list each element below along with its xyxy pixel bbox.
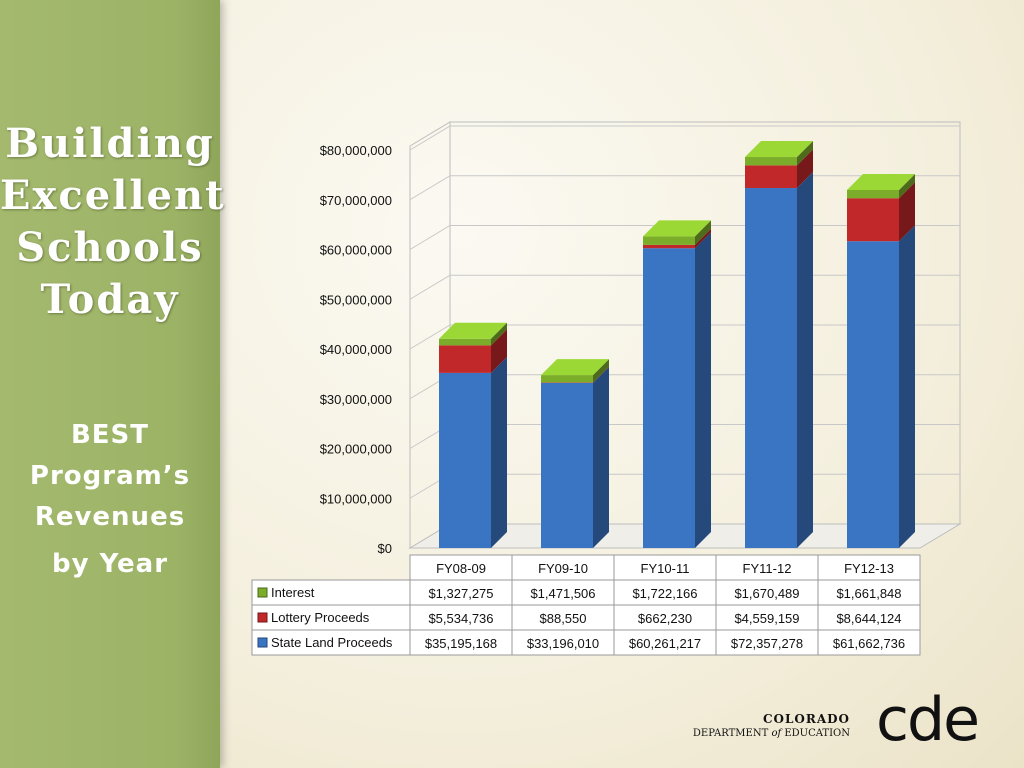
data-label: $72,357,278 [731,636,803,651]
table-header-cell [817,554,921,581]
data-label: $61,662,736 [833,636,905,651]
bar-segment [745,141,813,166]
bar-segment [847,225,915,548]
bar-segment [439,322,507,346]
logo-colorado: COLORADO [762,712,850,726]
legend-swatch [257,612,268,623]
subtitle-line: Revenues [34,502,186,532]
sidebar: Building Excellent Schools Today BEST Pr… [0,0,226,768]
bar-segment [847,173,915,199]
title-line: Excellent [0,172,226,219]
bar-segment [439,356,507,548]
data-label: $1,661,848 [836,586,901,601]
y-tick-label: $0 [378,541,392,556]
table-header-cell [511,554,615,581]
bar-segment [439,329,507,373]
data-label: $1,471,506 [530,586,595,601]
bar-segment [643,228,711,249]
data-label: $1,670,489 [734,586,799,601]
bar-segment [745,172,813,549]
title-line: Schools [16,224,204,271]
bar-segment [541,366,609,383]
legend-cell [251,604,411,631]
title-line: Today [40,276,180,323]
x-category-label: FY09-10 [538,561,588,576]
logo-mark: cde [876,685,980,755]
bar-segment [643,232,711,548]
table-cell [409,629,513,656]
y-tick-label: $30,000,000 [320,392,392,407]
data-label: $662,230 [638,611,692,626]
bar-segment [745,149,813,189]
table-cell [715,629,819,656]
legend-cell [251,629,411,656]
legend-label: State Land Proceeds [271,635,393,650]
x-category-label: FY10-11 [641,561,690,576]
legend-label: Interest [271,585,315,600]
data-label: $35,195,168 [425,636,497,651]
table-cell [715,604,819,631]
y-tick-label: $50,000,000 [320,292,392,307]
x-category-label: FY12-13 [844,561,894,576]
data-label: $4,559,159 [734,611,799,626]
legend-swatch [257,637,268,648]
table-header-cell [715,554,819,581]
logo-department: DEPARTMENT of EDUCATION [692,728,850,739]
cde-logo: COLORADO DEPARTMENT of EDUCATION cde [690,690,990,750]
legend-cell [251,579,411,606]
data-label: $60,261,217 [629,636,701,651]
gridline [409,125,960,151]
data-label: $88,550 [540,611,587,626]
y-tick-label: $20,000,000 [320,442,392,457]
table-cell [817,604,921,631]
y-tick-label: $10,000,000 [320,491,392,506]
table-cell [409,579,513,606]
table-cell [817,629,921,656]
table-cell [715,579,819,606]
subtitle-line: Program’s [29,461,191,491]
x-category-label: FY08-09 [436,561,486,576]
table-header-cell [409,554,513,581]
legend-label: Lottery Proceeds [271,610,370,625]
data-label: $8,644,124 [836,611,901,626]
revenue-chart: $0 $10,000,000 $20,000,000 $30,000,000 $40,0… [251,121,962,656]
bar-segment [847,182,915,242]
data-label: $1,722,166 [632,586,697,601]
y-tick-label: $40,000,000 [320,342,392,357]
subtitle-line: BEST [70,420,150,450]
data-label: $33,196,010 [527,636,599,651]
slide-title: Building Excellent Schools Today [0,118,226,326]
bar-segment [541,366,609,548]
table-cell [613,629,717,656]
y-tick-label: $80,000,000 [320,143,392,158]
chart-bars [439,141,915,549]
y-tick-label: $60,000,000 [320,243,392,258]
slide-subtitle: BEST Program’s Revenues by Year [0,415,220,585]
table-cell [409,604,513,631]
table-cell [511,629,615,656]
y-axis-ticks: $0 $10,000,000 $20,000,000 $30,000,000 $40,0… [320,143,392,556]
legend-swatch [257,587,268,598]
data-table: FY08-09 FY09-10 FY10-11 FY11-12 FY12-13 Inter… [251,554,921,656]
x-category-label: FY11-12 [743,561,792,576]
subtitle-line: by Year [51,549,169,579]
y-tick-label: $70,000,000 [320,193,392,208]
bar-segment [643,220,711,245]
data-label: $1,327,275 [428,586,493,601]
title-line: Building [5,120,215,167]
bar-segment [541,359,609,383]
data-label: $5,534,736 [428,611,493,626]
